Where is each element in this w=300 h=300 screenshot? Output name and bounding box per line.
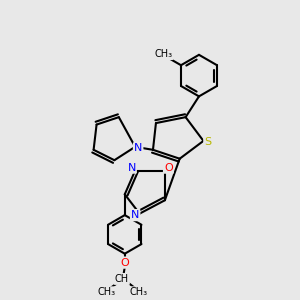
Text: CH: CH	[115, 274, 129, 284]
Text: CH₃: CH₃	[154, 49, 172, 59]
Text: S: S	[204, 137, 211, 147]
Text: O: O	[120, 258, 129, 268]
Text: N: N	[134, 143, 142, 153]
Text: CH₃: CH₃	[129, 287, 147, 297]
Text: N: N	[131, 210, 139, 220]
Text: N: N	[128, 163, 136, 172]
Text: CH₃: CH₃	[98, 287, 116, 297]
Text: O: O	[164, 163, 173, 172]
